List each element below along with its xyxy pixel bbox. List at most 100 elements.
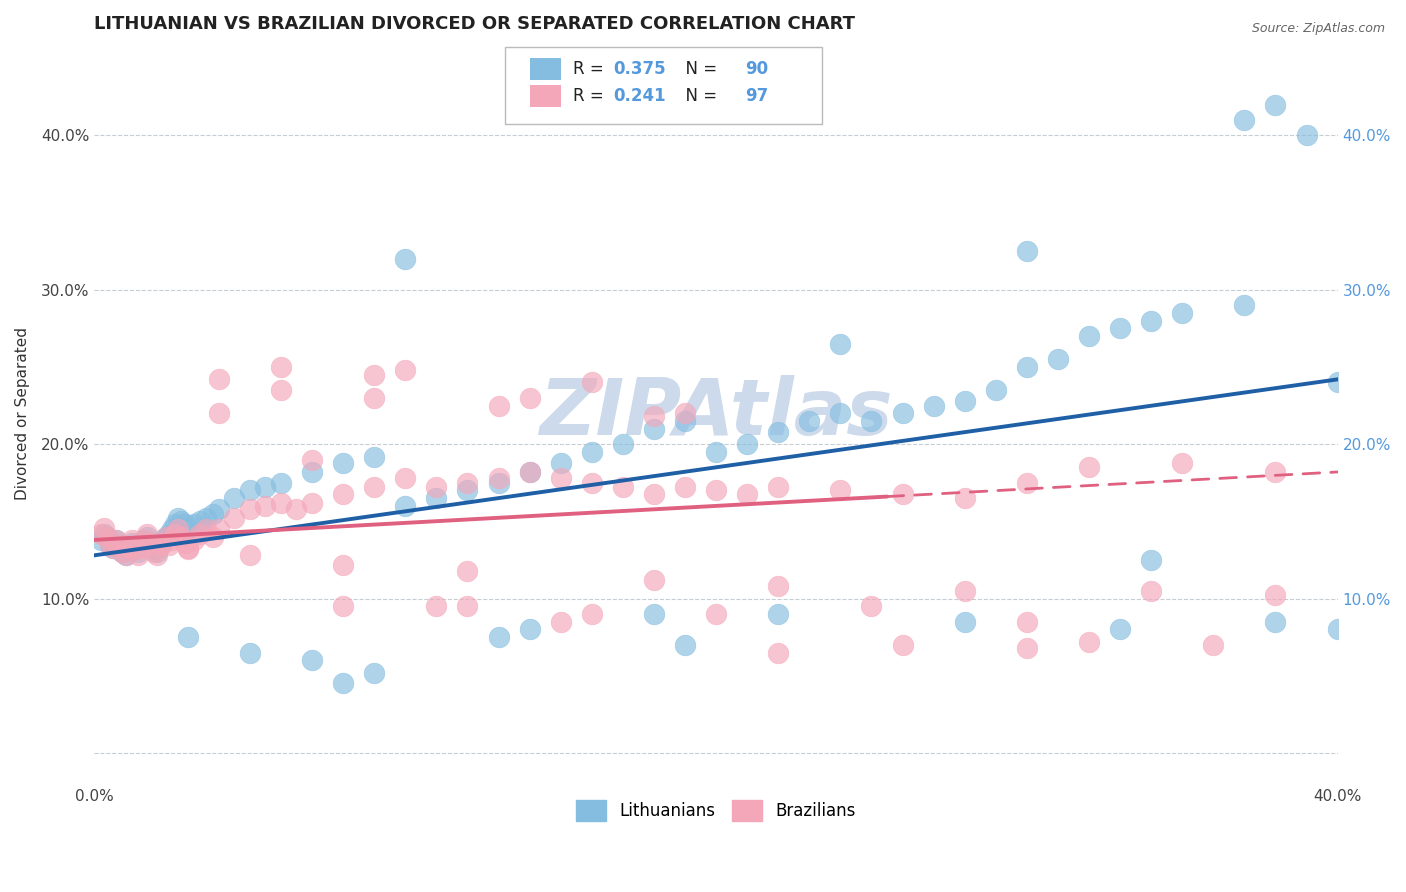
Point xyxy=(145,545,167,559)
Point xyxy=(519,465,541,479)
Point xyxy=(1109,321,1132,335)
Point xyxy=(149,539,172,553)
Point xyxy=(1046,352,1069,367)
Point xyxy=(177,630,200,644)
Point xyxy=(643,422,665,436)
Point xyxy=(1202,638,1225,652)
Point xyxy=(90,526,112,541)
Point xyxy=(96,530,118,544)
Point xyxy=(188,526,211,541)
Point xyxy=(766,607,789,621)
Point xyxy=(673,480,696,494)
Text: R =: R = xyxy=(574,87,609,105)
Point xyxy=(195,522,218,536)
Point xyxy=(127,545,149,559)
Point xyxy=(270,496,292,510)
Point xyxy=(860,414,883,428)
Point xyxy=(165,517,187,532)
Point xyxy=(98,537,121,551)
Point xyxy=(1233,113,1256,128)
Text: 0.241: 0.241 xyxy=(613,87,665,105)
Point xyxy=(98,537,121,551)
Point xyxy=(581,475,603,490)
Point xyxy=(456,475,478,490)
Point xyxy=(142,542,165,557)
Point xyxy=(93,526,115,541)
Point xyxy=(643,573,665,587)
Point xyxy=(1109,623,1132,637)
Point xyxy=(270,475,292,490)
Point xyxy=(111,545,134,559)
Point xyxy=(170,530,193,544)
Point xyxy=(643,607,665,621)
Point xyxy=(177,522,200,536)
Point xyxy=(1264,589,1286,603)
Point xyxy=(124,542,146,557)
Text: 90: 90 xyxy=(745,60,768,78)
Point xyxy=(195,511,218,525)
Point xyxy=(643,486,665,500)
Point xyxy=(1078,329,1101,343)
Point xyxy=(170,514,193,528)
Point xyxy=(118,542,141,557)
Point xyxy=(254,499,277,513)
Point xyxy=(456,564,478,578)
Point xyxy=(363,480,385,494)
Point xyxy=(157,526,180,541)
Point xyxy=(127,549,149,563)
FancyBboxPatch shape xyxy=(505,46,821,124)
Point xyxy=(239,502,262,516)
Point xyxy=(766,480,789,494)
Point xyxy=(363,368,385,382)
Point xyxy=(519,391,541,405)
Point xyxy=(332,558,354,572)
Point xyxy=(766,425,789,439)
Point xyxy=(332,599,354,614)
Point xyxy=(145,549,167,563)
Text: LITHUANIAN VS BRAZILIAN DIVORCED OR SEPARATED CORRELATION CHART: LITHUANIAN VS BRAZILIAN DIVORCED OR SEPA… xyxy=(94,15,855,33)
Point xyxy=(1264,465,1286,479)
Point xyxy=(160,533,183,547)
Point xyxy=(830,406,852,420)
Point xyxy=(157,537,180,551)
Point xyxy=(394,363,416,377)
Point xyxy=(922,399,945,413)
Legend: Lithuanians, Brazilians: Lithuanians, Brazilians xyxy=(569,794,862,827)
Point xyxy=(1171,456,1194,470)
Point xyxy=(121,536,143,550)
Point xyxy=(612,437,634,451)
Point xyxy=(134,533,156,547)
Point xyxy=(363,665,385,680)
Point xyxy=(136,530,159,544)
Point xyxy=(239,549,262,563)
FancyBboxPatch shape xyxy=(530,58,561,80)
Point xyxy=(953,583,976,598)
Point xyxy=(114,549,136,563)
Point xyxy=(208,372,231,386)
Point xyxy=(121,533,143,547)
Point xyxy=(673,406,696,420)
Point xyxy=(1015,640,1038,655)
Point xyxy=(488,399,510,413)
Point xyxy=(139,536,162,550)
Point xyxy=(984,383,1007,397)
Point xyxy=(208,406,231,420)
Point xyxy=(111,545,134,559)
Point xyxy=(1264,97,1286,112)
Point xyxy=(108,537,131,551)
Point xyxy=(129,541,152,555)
Point xyxy=(830,336,852,351)
Point xyxy=(301,653,323,667)
Point xyxy=(1015,359,1038,374)
Point xyxy=(1078,460,1101,475)
Point xyxy=(1140,553,1163,567)
Point xyxy=(1264,615,1286,629)
Point xyxy=(1078,634,1101,648)
Point xyxy=(766,579,789,593)
Point xyxy=(394,471,416,485)
Point xyxy=(118,541,141,555)
Point xyxy=(1233,298,1256,312)
Point xyxy=(550,471,572,485)
Point xyxy=(704,483,727,498)
Point xyxy=(425,491,447,506)
